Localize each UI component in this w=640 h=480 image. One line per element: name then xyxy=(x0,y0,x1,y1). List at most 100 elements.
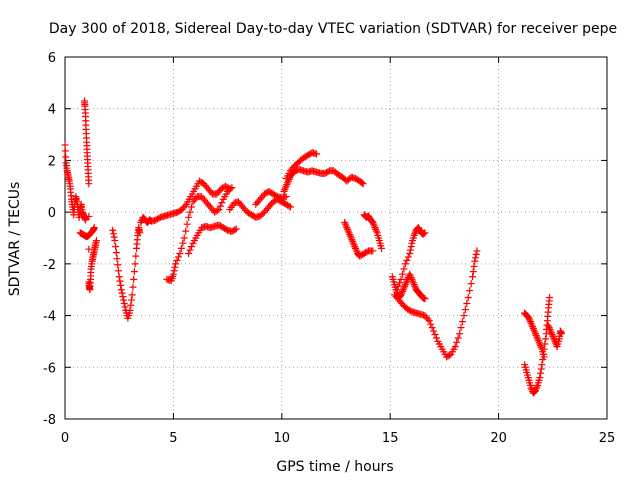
data-point xyxy=(536,374,544,382)
x-tick-label: 15 xyxy=(382,431,399,446)
data-point xyxy=(410,281,418,289)
data-point xyxy=(469,268,477,276)
data-point xyxy=(114,261,122,269)
data-point xyxy=(129,283,137,291)
data-point xyxy=(431,331,439,339)
data-point xyxy=(398,287,406,295)
data-point xyxy=(344,227,352,235)
data-point xyxy=(177,244,185,252)
data-point xyxy=(411,282,419,290)
data-point xyxy=(130,275,138,283)
data-point xyxy=(182,227,190,235)
data-point xyxy=(534,335,542,343)
data-point xyxy=(456,330,464,338)
data-point xyxy=(136,229,144,237)
data-point xyxy=(114,267,122,275)
y-tick-label: -4 xyxy=(43,310,56,325)
data-point xyxy=(544,322,552,330)
data-point xyxy=(453,338,461,346)
data-point xyxy=(372,225,380,233)
data-point xyxy=(398,270,406,278)
data-point xyxy=(451,343,459,351)
data-point xyxy=(398,289,406,297)
data-point xyxy=(359,180,367,188)
data-point xyxy=(216,202,224,210)
data-point xyxy=(344,225,352,233)
data-point xyxy=(457,324,465,332)
y-tick-label: 0 xyxy=(48,206,56,221)
data-point xyxy=(120,300,128,308)
data-point xyxy=(215,206,223,214)
data-point xyxy=(525,314,533,322)
data-point xyxy=(411,230,419,238)
data-point xyxy=(421,229,429,237)
data-point xyxy=(467,280,475,288)
data-point xyxy=(352,246,360,254)
data-point xyxy=(345,229,353,237)
data-point xyxy=(421,295,429,303)
data-point xyxy=(545,324,553,332)
data-point xyxy=(473,247,481,255)
y-axis-label: SDTVAR / TECUs xyxy=(7,182,23,297)
data-point xyxy=(369,218,377,226)
data-point xyxy=(526,316,534,324)
data-point xyxy=(90,224,98,232)
data-point xyxy=(126,306,134,314)
x-tick-label: 25 xyxy=(599,431,616,446)
data-point xyxy=(531,330,539,338)
data-point xyxy=(85,180,93,188)
data-point xyxy=(397,275,405,283)
data-point xyxy=(466,287,474,295)
data-point xyxy=(137,218,145,226)
data-point xyxy=(120,296,128,304)
data-point xyxy=(132,252,140,260)
data-point xyxy=(537,365,545,373)
data-point xyxy=(537,342,545,350)
data-point xyxy=(430,327,438,335)
data-point xyxy=(281,184,289,192)
data-point xyxy=(312,150,320,158)
data-point xyxy=(348,236,356,244)
data-point xyxy=(427,320,435,328)
data-point xyxy=(343,224,351,232)
y-tick-label: 4 xyxy=(48,103,56,118)
data-point xyxy=(228,184,236,192)
data-point xyxy=(372,227,380,235)
data-point xyxy=(180,234,188,242)
x-tick-label: 0 xyxy=(61,431,69,446)
data-point xyxy=(407,243,415,251)
data-point xyxy=(460,312,468,320)
data-point xyxy=(121,303,129,311)
data-point xyxy=(547,327,555,335)
data-point xyxy=(546,325,554,333)
data-point xyxy=(185,213,193,221)
data-point xyxy=(397,291,405,299)
data-point xyxy=(532,385,540,393)
data-point xyxy=(406,272,414,280)
data-point xyxy=(550,334,558,342)
data-point xyxy=(371,224,379,232)
data-point xyxy=(454,334,462,342)
data-point xyxy=(528,321,536,329)
data-point xyxy=(425,317,433,325)
data-point xyxy=(281,186,289,194)
data-point xyxy=(533,383,541,391)
data-point xyxy=(109,226,117,234)
data-point xyxy=(187,203,195,211)
data-point xyxy=(401,260,409,268)
data-point xyxy=(226,185,234,193)
data-point xyxy=(179,239,187,247)
data-point xyxy=(428,324,436,332)
data-point xyxy=(464,293,472,301)
data-point xyxy=(185,250,193,258)
data-point xyxy=(170,267,178,275)
plot-frame xyxy=(64,56,608,420)
data-point xyxy=(410,231,418,239)
data-point xyxy=(370,222,378,230)
data-point xyxy=(549,332,557,340)
data-point xyxy=(186,208,194,216)
data-point xyxy=(407,274,415,282)
data-point xyxy=(409,279,417,287)
data-point xyxy=(550,336,558,344)
data-point xyxy=(393,286,401,294)
